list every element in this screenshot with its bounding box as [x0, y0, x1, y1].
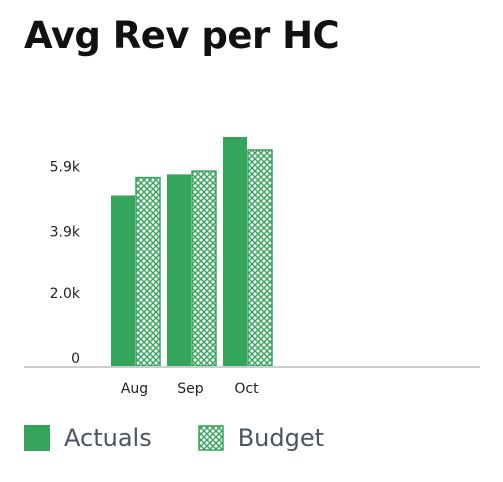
bar-budget-aug[interactable] [135, 176, 161, 367]
x-tick-label: Oct [234, 381, 259, 397]
y-tick-label: 5.9k [50, 159, 81, 175]
y-tick-label: 3.9k [50, 224, 81, 240]
bar-chart: 0 2.0k 3.9k 5.9k Aug Sep Oct [24, 137, 480, 397]
bar-actuals-sep[interactable] [167, 174, 191, 366]
legend-label-budget: Budget [237, 424, 325, 452]
legend-item-actuals[interactable]: Actuals [24, 424, 152, 452]
legend-label-actuals: Actuals [64, 424, 152, 452]
bar-actuals-oct[interactable] [223, 137, 247, 366]
legend-item-budget[interactable]: Budget [197, 424, 325, 452]
bar-actuals-aug[interactable] [111, 195, 135, 366]
actuals-swatch [24, 425, 50, 451]
x-axis: Aug Sep Oct [121, 381, 259, 397]
chart-title: Avg Rev per HC [24, 14, 340, 57]
y-tick-label: 0 [71, 351, 80, 367]
bars [111, 137, 273, 367]
x-tick-label: Aug [121, 381, 148, 397]
x-tick-label: Sep [177, 381, 204, 397]
y-tick-label: 2.0k [50, 286, 81, 302]
bar-budget-sep[interactable] [191, 170, 217, 367]
legend: Actuals Budget [24, 424, 370, 452]
bar-budget-oct[interactable] [247, 149, 273, 367]
budget-swatch [197, 425, 224, 451]
y-axis: 0 2.0k 3.9k 5.9k [50, 159, 81, 367]
